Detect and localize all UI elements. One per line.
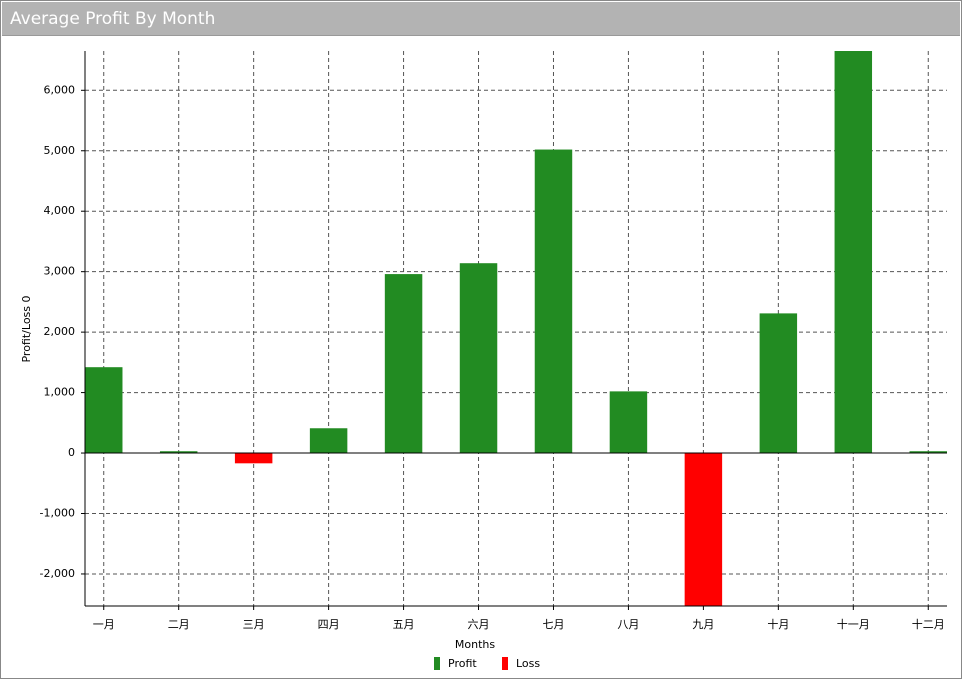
x-axis-label: Months [455,638,495,651]
x-tick-label: 十月 [767,617,789,631]
bar [309,428,348,454]
x-tick-label: 一月 [93,618,115,631]
y-tick-label: 4,000 [44,204,76,217]
y-tick-label: -1,000 [40,507,75,520]
x-tick-label: 三月 [243,618,265,631]
bar [909,451,947,454]
y-tick-label: 0 [68,446,75,459]
legend-swatch [434,657,440,670]
x-tick-label: 六月 [468,618,490,631]
x-tick-label: 八月 [617,618,639,631]
y-tick-label: 6,000 [44,83,76,96]
bar [759,313,798,454]
x-tick-label: 四月 [318,618,340,631]
x-tick-label: 九月 [692,618,714,631]
title-bar: Average Profit By Month [2,2,960,36]
bar [85,367,123,454]
bar [459,263,498,454]
y-axis-label: Profit/Loss 0 [20,295,33,362]
y-tick-label: 5,000 [44,144,76,157]
x-tick-label: 十一月 [837,617,870,631]
bar [834,51,873,454]
bar [159,451,198,454]
bar [234,453,273,464]
x-tick-label: 十二月 [912,617,945,631]
legend-swatch [502,657,508,670]
y-tick-label: -2,000 [40,567,75,580]
y-tick-label: 3,000 [44,265,76,278]
bar [384,274,423,454]
y-tick-label: 1,000 [44,386,76,399]
y-tick-label: 2,000 [44,325,76,338]
x-tick-label: 七月 [542,618,564,631]
bar [534,149,573,454]
bar [684,453,723,606]
legend-label: Profit [448,657,477,670]
bar [609,391,648,454]
x-tick-label: 二月 [168,618,190,631]
x-tick-label: 五月 [393,618,415,631]
legend-label: Loss [516,657,540,670]
chart-title: Average Profit By Month [10,9,216,29]
